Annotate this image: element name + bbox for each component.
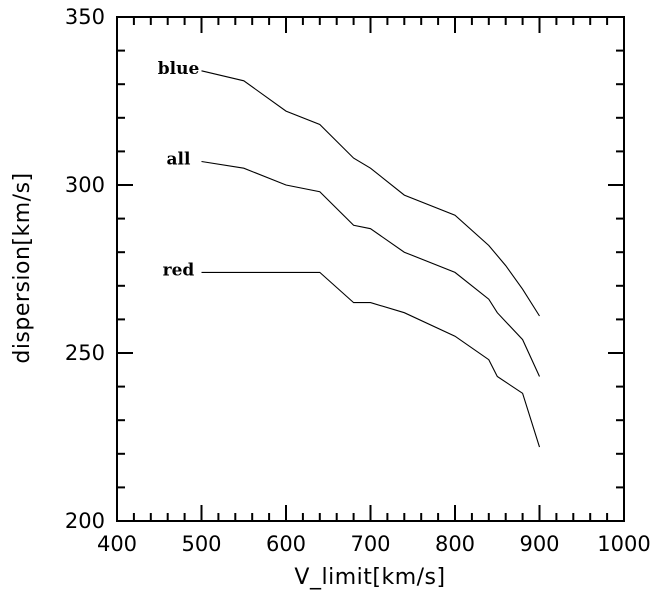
y-tick-label: 350 bbox=[65, 5, 105, 29]
y-tick-label: 250 bbox=[65, 341, 105, 365]
series-label-all: all bbox=[167, 149, 191, 169]
series-line-red bbox=[201, 271, 541, 448]
plot-frame bbox=[116, 16, 625, 522]
series-labels: blue all red bbox=[158, 59, 200, 281]
series-label-blue: blue bbox=[158, 59, 200, 79]
tick-labels: 400 500 600 700 800 900 1000 200 250 300 350 bbox=[65, 5, 651, 556]
x-tick-label: 700 bbox=[350, 532, 390, 556]
y-tick-label: 300 bbox=[65, 173, 105, 197]
x-tick-label: 1000 bbox=[597, 532, 650, 556]
y-axis-label: dispersion[km/s] bbox=[10, 172, 35, 363]
series-line-blue bbox=[201, 70, 540, 317]
x-axis-label: V_limit[km/s] bbox=[294, 565, 445, 590]
series-label-red: red bbox=[163, 260, 195, 280]
x-tick-label: 500 bbox=[181, 532, 221, 556]
x-tick-label: 600 bbox=[266, 532, 306, 556]
series-line-all bbox=[201, 160, 541, 377]
x-tick-label: 900 bbox=[519, 532, 559, 556]
series-lines bbox=[201, 70, 541, 448]
y-tick-label: 200 bbox=[65, 509, 105, 533]
x-tick-label: 800 bbox=[435, 532, 475, 556]
x-tick-label: 400 bbox=[97, 532, 137, 556]
